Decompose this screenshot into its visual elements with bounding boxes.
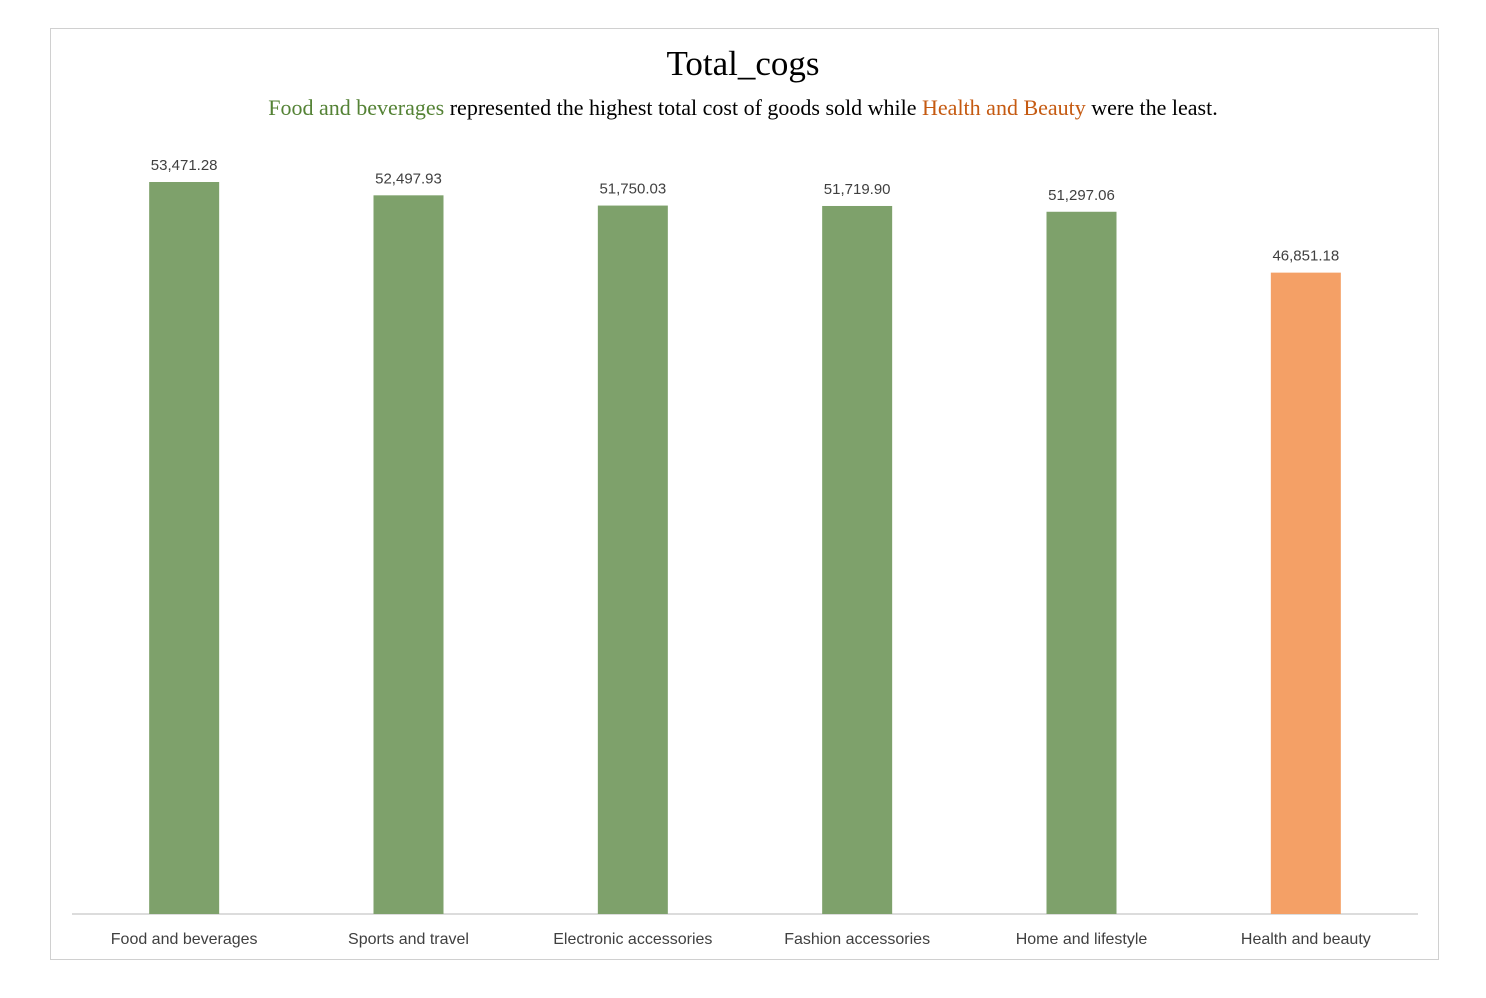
x-tick-label: Electronic accessories: [553, 931, 712, 948]
bar-sports-and-travel: [373, 195, 444, 914]
x-tick-label: Food and beverages: [111, 931, 258, 948]
data-label: 46,851.18: [1272, 248, 1339, 265]
data-label: 53,471.28: [151, 157, 218, 174]
data-label: 51,297.06: [1048, 187, 1115, 204]
bar-fashion-accessories: [822, 205, 893, 914]
chart-title: Total_cogs: [666, 44, 820, 83]
x-tick-label: Health and beauty: [1241, 931, 1371, 948]
x-tick-label: Sports and travel: [348, 931, 469, 948]
subtitle-part-text-end: were the least.: [1085, 95, 1218, 120]
bar-electronic-accessories: [597, 205, 668, 914]
subtitle-part-text: represented the highest total cost of go…: [444, 95, 923, 120]
data-label: 52,497.93: [375, 170, 442, 187]
data-label: 51,750.03: [599, 181, 666, 198]
subtitle-part-highlight-low: Health and Beauty: [922, 95, 1086, 120]
bar-home-and-lifestyle: [1046, 211, 1117, 915]
x-tick-label: Fashion accessories: [784, 931, 930, 948]
chart-subtitle: Food and beverages represented the highe…: [0, 94, 1486, 122]
data-label: 51,719.90: [824, 181, 891, 198]
subtitle-part-highlight-high: Food and beverages: [268, 95, 445, 120]
x-tick-label: Home and lifestyle: [1016, 931, 1148, 948]
chart-frame: [50, 28, 1439, 960]
bar-health-and-beauty: [1270, 272, 1341, 914]
bar-food-and-beverages: [149, 182, 220, 914]
